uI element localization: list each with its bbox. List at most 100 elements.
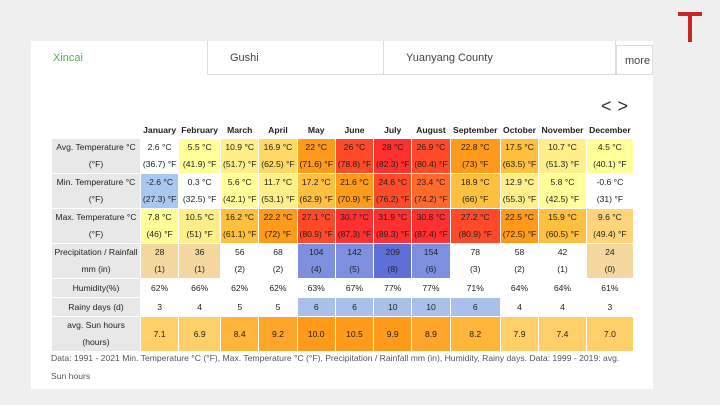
table-cell: 8.2 [449,316,501,352]
table-cell: 28 °C (82.3) °F [373,138,413,174]
cell-value: 28 °C [381,142,404,152]
cell-value: 66% [191,282,209,293]
cell-value: 68 [273,247,283,257]
cell-value: 27.1 °C [301,212,331,222]
tab-xincai[interactable]: Xincai [31,41,208,75]
table-row: Min. Temperature °C (°F) -2.6 °C (27.3) °F 0… [51,173,635,209]
table-row: Humidity(%) 62% 66% 62% 62% 63% 67% 77% 77% 71% 64… [51,278,635,298]
cell-value: 10.0 [307,328,325,339]
cell-value: 12.9 °C [505,177,534,187]
row-label-line: (hours) [82,337,110,347]
cell-value: 64% [510,282,529,293]
cell-value: 6 [313,301,319,312]
cell-value: 16.2 °C [225,212,255,222]
more-tabs-button[interactable]: more [616,45,653,75]
cell-value: 22.2 °C [263,212,293,222]
cell-value: 22.5 °C [505,212,534,222]
table-cell: 56 (2) [220,243,260,279]
table-cell: 10 [373,297,413,317]
row-label-line: Avg. Temperature °C [56,142,136,152]
row-label-line: Min. Temperature °C [56,177,136,187]
table-cell: 22.5 °C (72.5) °F [499,208,540,244]
cell-value: 10 [426,301,436,312]
cell-value: 7.9 [513,328,526,339]
cell-value: 5.6 °C [227,177,252,187]
cell-value: 15.9 °C [548,212,577,222]
table-cell: 5 [258,297,298,317]
table-cell: 71% [449,278,501,298]
table-cell: 4 [178,297,222,317]
table-cell: 22.8 °C (73) °F [449,138,501,174]
table-cell: 104 (4) [296,243,336,279]
row-label-line: Precipitation / Rainfall [54,247,138,257]
row-label: Max. Temperature °C (°F) [51,208,141,244]
tab-yuanyang-county[interactable]: Yuanyang County [384,41,616,75]
table-cell: 17.5 °C (63.5) °F [499,138,540,174]
month-header: August [411,120,451,139]
cell-value: 58 [514,247,525,257]
cell-value: (3) [469,264,481,274]
prev-arrow-icon[interactable]: < [601,96,618,116]
cell-value: (27.3) °F [142,194,177,204]
row-label-line: avg. Sun hours [67,320,125,330]
cell-value: (80.4) °F [414,159,448,169]
cell-value: (0) [604,264,616,274]
tab-gushi[interactable]: Gushi [208,41,384,75]
row-label-line: (°F) [88,194,104,204]
cell-value: 0.3 °C [187,177,212,187]
cell-value: (51) °F [186,229,213,239]
table-cell: 10.5 [334,316,375,352]
table-cell: 7.4 [538,316,587,352]
table-cell: 10.5 °C (51) °F [178,208,222,244]
table-cell: 6 [449,297,501,317]
cell-value: (49.4) °F [593,229,627,239]
cell-value: 4.5 °C [597,142,622,152]
month-header: February [178,120,222,139]
table-cell: 21.6 °C (70.9) °F [334,173,375,209]
row-label-line: Humidity(%) [72,282,120,293]
table-cell: 3 [139,297,180,317]
cell-value: 21.6 °C [340,177,369,187]
cell-value: 10.5 [346,328,363,339]
cell-value: 7.4 [556,328,569,339]
cell-value: 64% [553,282,572,293]
table-cell: 4 [538,297,587,317]
table-cell: 4 [499,297,540,317]
location-tabs: Xincai Gushi Yuanyang County more [31,41,653,76]
table-cell: 62% [220,278,260,298]
table-cell: 9.9 [373,316,413,352]
cell-value: 7.8 °C [147,212,172,222]
cell-value: 142 [347,247,362,257]
row-label-line: Rainy days (d) [68,301,124,312]
cell-value: 104 [309,247,324,257]
table-cell: 62% [258,278,298,298]
table-cell: 28 (1) [139,243,180,279]
cell-value: (61.1) °F [222,229,257,239]
next-arrow-icon[interactable]: > [617,96,635,116]
row-label-line: (°F) [88,159,104,169]
row-label-line: mm (in) [81,264,111,274]
table-cell: 27.2 °C (80.9) °F [449,208,501,244]
cell-value: 7.0 [603,328,616,339]
table-cell: 11.7 °C (53.1) °F [258,173,298,209]
row-label: avg. Sun hours (hours) [51,316,141,352]
table-cell: 36 (1) [178,243,222,279]
cell-value: 5.5 °C [187,142,212,152]
month-header: October [499,120,540,139]
cell-value: 11.7 °C [263,177,293,187]
table-cell: 5 [220,297,260,317]
month-header: April [258,120,298,139]
cell-value: 3 [607,301,613,312]
table-cell: 9.6 °C (49.4) °F [585,208,635,244]
data-footnote: Data: 1991 - 2021 Min. Temperature °C (°… [51,353,620,381]
table-cell: 26 °C (78.8) °F [334,138,375,174]
row-label: Min. Temperature °C (°F) [51,173,141,209]
table-cell: 5.8 °C (42.5) °F [538,173,587,209]
climate-table: January February March April May June July Augu… [51,120,635,352]
cell-value: (6) [425,264,437,274]
table-cell: 67% [334,278,375,298]
cell-value: 23.4 °C [416,177,446,187]
table-cell: 22.2 °C (72) °F [258,208,298,244]
cell-value: (72.5) °F [502,229,537,239]
table-cell: 8.9 [411,316,451,352]
